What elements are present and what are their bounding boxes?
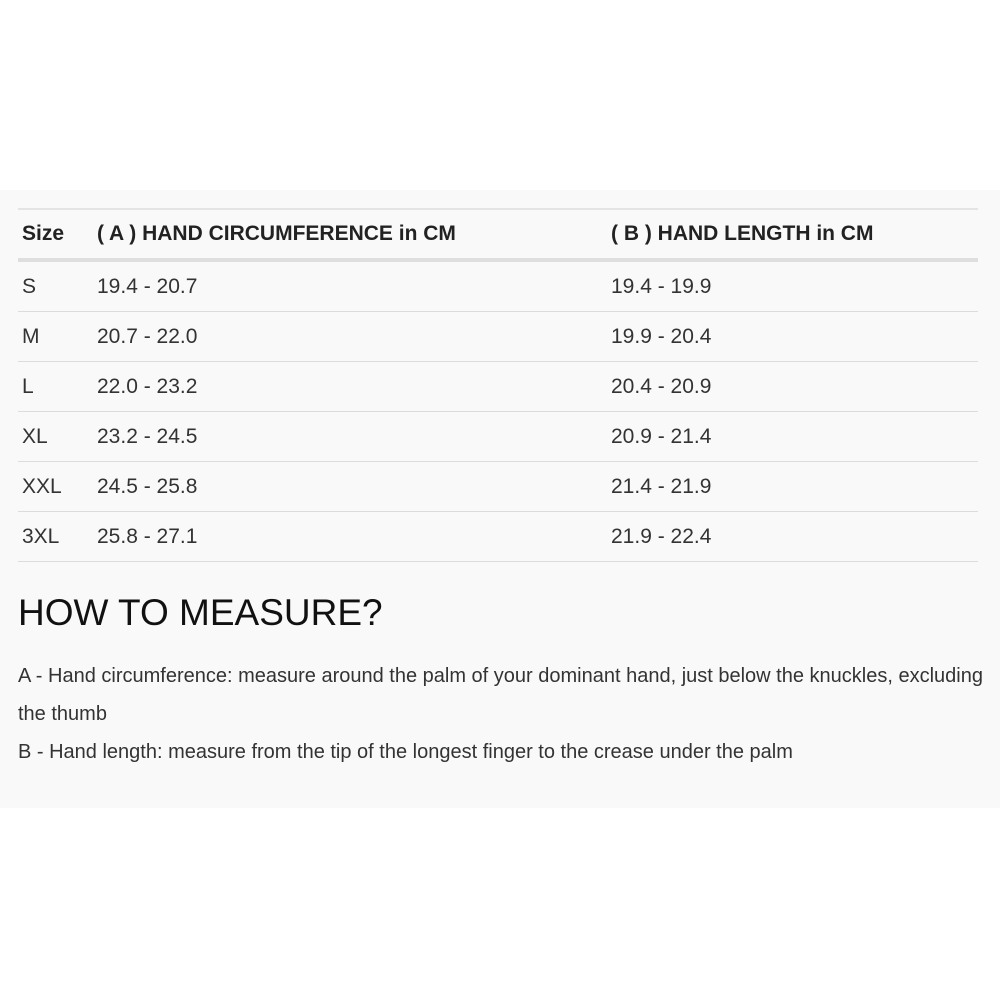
size-cell: L [22,374,34,398]
table-row: S 19.4 - 20.7 19.4 - 19.9 [18,260,978,312]
circumference-cell: 20.7 - 22.0 [97,324,198,348]
circumference-cell: 23.2 - 24.5 [97,424,198,448]
circumference-cell: 22.0 - 23.2 [97,374,198,398]
how-to-measure-title: HOW TO MEASURE? [18,592,383,633]
size-cell: XXL [22,474,62,498]
length-cell: 20.9 - 21.4 [611,424,712,448]
length-cell: 19.4 - 19.9 [611,274,712,298]
size-cell: XL [22,424,48,448]
table-row: XL 23.2 - 24.5 20.9 - 21.4 [18,412,978,462]
header-circumference: ( A ) HAND CIRCUMFERENCE in CM [97,222,456,245]
table-header-row: Size ( A ) HAND CIRCUMFERENCE in CM ( B … [18,209,978,260]
length-cell: 21.9 - 22.4 [611,524,712,548]
table-row: XXL 24.5 - 25.8 21.4 - 21.9 [18,462,978,512]
length-cell: 20.4 - 20.9 [611,374,712,398]
size-cell: M [22,324,40,348]
length-cell: 21.4 - 21.9 [611,474,712,498]
size-table: Size ( A ) HAND CIRCUMFERENCE in CM ( B … [18,208,978,562]
table-row: L 22.0 - 23.2 20.4 - 20.9 [18,362,978,412]
table-row: M 20.7 - 22.0 19.9 - 20.4 [18,312,978,362]
header-length: ( B ) HAND LENGTH in CM [611,222,874,245]
measure-instructions: A - Hand circumference: measure around t… [18,657,988,771]
circumference-cell: 25.8 - 27.1 [97,524,198,548]
header-size: Size [22,222,65,245]
instruction-a: A - Hand circumference: measure around t… [18,665,983,725]
size-chart-panel: Size ( A ) HAND CIRCUMFERENCE in CM ( B … [0,190,1000,808]
instruction-b: B - Hand length: measure from the tip of… [18,741,793,763]
length-cell: 19.9 - 20.4 [611,324,712,348]
size-cell: 3XL [22,524,60,548]
size-cell: S [22,274,37,298]
circumference-cell: 24.5 - 25.8 [97,474,198,498]
circumference-cell: 19.4 - 20.7 [97,274,198,298]
table-row: 3XL 25.8 - 27.1 21.9 - 22.4 [18,512,978,562]
